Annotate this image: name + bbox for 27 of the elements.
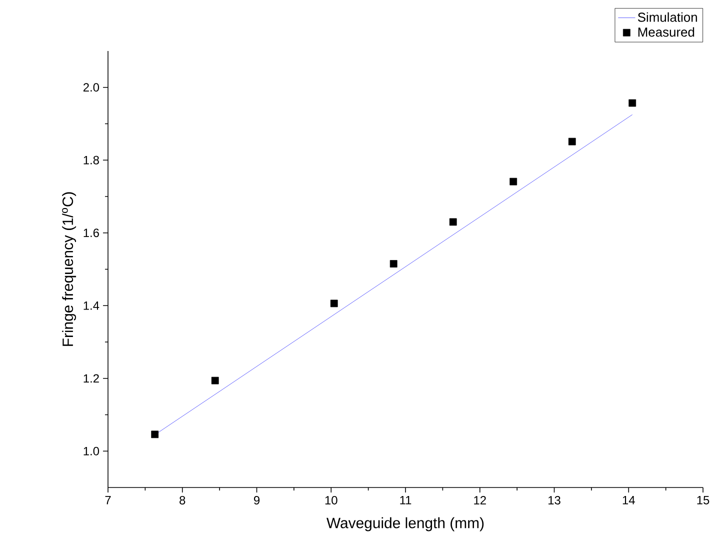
y-tick-label: 1.0 [84,446,100,456]
y-tick-label: 1.4 [84,302,100,310]
point [151,430,159,438]
point [510,178,518,186]
y-tick-label: 1.8 [84,156,99,164]
x-tick-label: 14 [622,496,635,504]
x-tick-label: 10 [325,496,338,504]
point [568,138,576,146]
point [628,99,636,107]
x-axis-title: Waveguide length (mm) [326,517,484,532]
point [211,376,219,384]
x-tick-label: 9 [254,496,260,504]
legend-label: Simulation [638,12,697,22]
point [330,300,338,308]
x-tick-label: 12 [474,496,486,504]
y-axis-title: Fringe frequency (1/$^{o}$C) [62,192,76,346]
y-tick-label: 1.6 [84,228,99,238]
legend-label: Measured [638,27,694,37]
x-tick-label: 7 [105,496,111,504]
y-tick-label: 1.2 [84,374,99,383]
x-tick-label: 15 [697,496,710,504]
x-tick-label: 11 [400,496,412,504]
point [390,260,398,268]
point [449,218,457,226]
y-tick-label: 2.0 [83,83,100,92]
x-tick-label: 8 [180,496,186,504]
x-tick-label: 13 [548,496,560,504]
